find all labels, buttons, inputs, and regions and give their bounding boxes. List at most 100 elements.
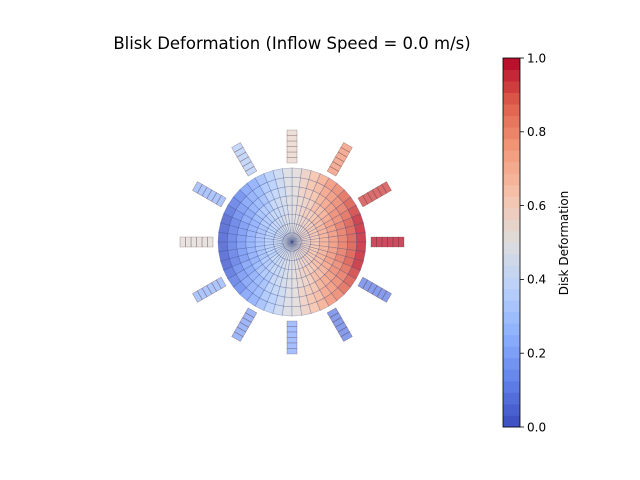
- colorbar-tick-label: 0.0: [527, 420, 546, 434]
- chart-title: Blisk Deformation (Inflow Speed = 0.0 m/…: [113, 34, 470, 53]
- disk-cell: [291, 241, 302, 245]
- disk-cell: [328, 241, 339, 249]
- colorbar-band: [503, 219, 520, 232]
- blade-cell: [286, 129, 298, 136]
- disk-cell: [291, 305, 302, 317]
- blade-cell: [286, 151, 298, 158]
- colorbar-band: [503, 265, 520, 278]
- disk-cell: [291, 186, 300, 197]
- colorbar-band: [503, 277, 520, 290]
- colorbar-band: [503, 334, 520, 347]
- colorbar-band: [503, 184, 520, 197]
- colorbar-ticks: 0.0 0.2 0.4 0.6 0.8 1.0: [520, 51, 546, 434]
- blade-cell: [376, 236, 383, 248]
- disk-cell: [291, 195, 299, 206]
- disk-cell: [284, 287, 293, 298]
- colorbar-band: [503, 161, 520, 174]
- blade-cell: [179, 236, 186, 248]
- colorbar-band: [503, 81, 520, 93]
- blade-cell: [190, 236, 197, 248]
- colorbar-band: [503, 207, 520, 220]
- colorbar-band: [503, 196, 520, 209]
- disk-cell: [285, 278, 293, 289]
- colorbar-band: [503, 300, 520, 313]
- disk-cell: [283, 296, 293, 308]
- blade-cell: [340, 142, 353, 153]
- colorbar-band: [503, 357, 520, 370]
- blade-cell: [286, 348, 298, 355]
- blade-cell: [185, 236, 192, 248]
- disk-cell: [284, 235, 293, 243]
- blisk-plot: [179, 129, 405, 355]
- disk-cell: [254, 236, 265, 243]
- colorbar-band: [503, 323, 520, 336]
- colorbar-band: [503, 288, 520, 301]
- disk-cell: [236, 234, 247, 243]
- blade-cell: [231, 331, 244, 342]
- colorbar-band: [503, 173, 520, 186]
- disk-cell: [291, 204, 298, 215]
- disk-cell: [217, 232, 229, 243]
- blade-cell: [392, 236, 399, 248]
- disk-cell: [355, 232, 367, 243]
- disk-cell: [291, 235, 300, 243]
- disk-cell: [226, 233, 238, 243]
- blade-cell: [286, 331, 298, 338]
- blade-cell: [381, 236, 388, 248]
- blade-cell: [286, 326, 298, 333]
- blade-cell: [192, 290, 203, 303]
- colorbar-band: [503, 311, 520, 324]
- disk-cell: [337, 241, 348, 250]
- blade-cell: [398, 236, 405, 248]
- blade-cell: [381, 290, 392, 303]
- blade-cell: [340, 331, 353, 342]
- colorbar-band: [503, 230, 520, 243]
- blade-cell: [196, 236, 203, 248]
- blade-cell: [207, 236, 214, 248]
- blade-cell: [370, 236, 377, 248]
- colorbar-band: [503, 92, 520, 105]
- disk-cell: [286, 269, 293, 280]
- colorbar-tick-label: 0.8: [527, 125, 546, 139]
- blade-cell: [192, 181, 203, 194]
- colorbar-band: [503, 346, 520, 359]
- colorbar-band: [503, 380, 520, 393]
- disk-cell: [319, 241, 330, 248]
- colorbar-band: [503, 58, 520, 70]
- disk-cell: [355, 241, 367, 252]
- disk-cell: [291, 241, 300, 249]
- blade-cell: [286, 337, 298, 344]
- colorbar-band: [503, 242, 520, 255]
- blade-cell: [286, 135, 298, 142]
- disk-cell: [245, 235, 256, 243]
- blade-cell: [286, 157, 298, 164]
- colorbar-tick-label: 0.6: [527, 199, 546, 213]
- disk-cell: [282, 239, 293, 243]
- blade-cell: [286, 140, 298, 147]
- colorbar-band: [503, 254, 520, 266]
- colorbar-band: [503, 127, 520, 140]
- colorbar-band: [503, 403, 520, 416]
- colorbar-frame: [502, 57, 521, 428]
- colorbar-band: [503, 369, 520, 382]
- blade-cell: [286, 146, 298, 153]
- disk-cell: [282, 167, 293, 179]
- blade-cell: [231, 142, 244, 153]
- colorbar-band: [503, 150, 520, 163]
- disk-cell: [282, 305, 293, 317]
- colorbar-tick-label: 0.2: [527, 347, 546, 361]
- colorbar-band: [503, 415, 520, 428]
- disk-cell: [217, 241, 229, 252]
- colorbar-band: [503, 104, 520, 117]
- disk-cell: [346, 241, 358, 251]
- colorbar-band: [503, 115, 520, 128]
- colorbar-tick-label: 0.4: [527, 273, 546, 287]
- blade-cell: [286, 342, 298, 349]
- colorbar-label: Disk Deformation: [557, 191, 571, 296]
- colorbar: [502, 57, 521, 428]
- disk-cell: [291, 167, 302, 179]
- colorbar-tick-label: 1.0: [527, 51, 546, 65]
- colorbar-band: [503, 138, 520, 151]
- blade-cell: [286, 320, 298, 327]
